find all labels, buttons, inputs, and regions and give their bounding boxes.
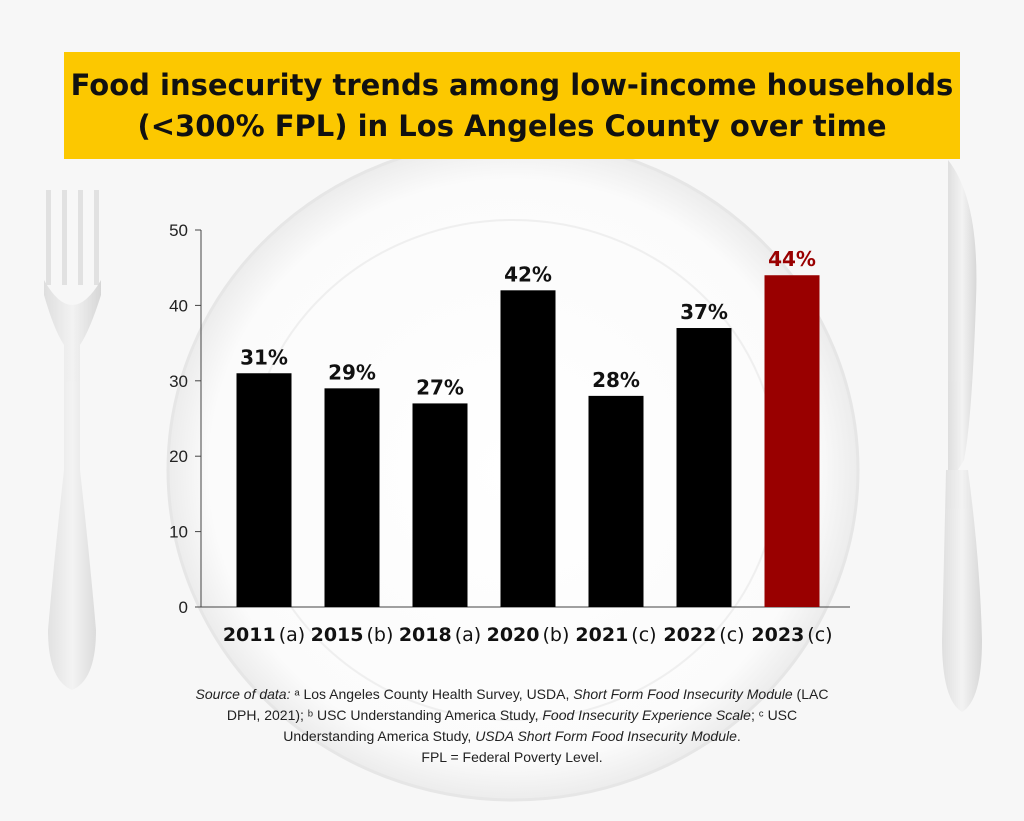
- x-tick-label-2023: 2023 (c): [751, 624, 832, 646]
- source-c-text: ; ᶜ USC Understanding America Study,: [283, 707, 798, 744]
- x-tick-label-2011: 2011 (a): [223, 624, 305, 646]
- source-label: Source of data:: [195, 686, 295, 702]
- x-tick-year: 2021: [575, 624, 628, 646]
- bar-2022: [676, 328, 732, 607]
- fpl-definition: FPL = Federal Poverty Level.: [421, 749, 603, 765]
- x-tick-note: (c): [719, 624, 744, 646]
- y-tick-label: 40: [169, 296, 188, 315]
- x-tick-year: 2018: [399, 624, 452, 646]
- bar-2021: [588, 395, 644, 607]
- x-tick-year: 2020: [487, 624, 540, 646]
- source-b-title: Food Insecurity Experience Scale: [542, 707, 751, 723]
- source-c-title: USDA Short Form Food Insecurity Module: [475, 728, 737, 744]
- y-tick-label: 50: [169, 221, 188, 240]
- data-label-2021: 28%: [592, 368, 640, 392]
- bar-2015: [324, 388, 380, 607]
- x-tick-year: 2015: [311, 624, 364, 646]
- x-tick-label-2018: 2018 (a): [399, 624, 481, 646]
- y-tick-label: 30: [169, 372, 188, 391]
- y-tick-label: 0: [179, 598, 188, 617]
- x-tick-note: (b): [367, 624, 394, 646]
- source-a-text: ᵃ Los Angeles County Health Survey, USDA…: [294, 686, 574, 702]
- bar-2018: [412, 403, 468, 607]
- fork-icon: [44, 190, 101, 690]
- bar-2023: [764, 275, 820, 607]
- x-tick-label-2022: 2022 (c): [663, 624, 744, 646]
- data-label-2023: 44%: [768, 247, 816, 271]
- bar-2011: [236, 373, 292, 607]
- knife-icon: [942, 160, 982, 712]
- x-tick-label-2015: 2015 (b): [311, 624, 394, 646]
- source-note: Source of data: ᵃ Los Angeles County Hea…: [190, 684, 834, 768]
- x-tick-label-2020: 2020 (b): [487, 624, 570, 646]
- x-tick-note: (a): [455, 624, 481, 646]
- x-tick-note: (b): [543, 624, 570, 646]
- data-label-2020: 42%: [504, 262, 552, 286]
- x-tick-year: 2023: [751, 624, 804, 646]
- chart-title-line-2: (<300% FPL) in Los Angeles County over t…: [137, 108, 887, 143]
- source-a-title: Short Form Food Insecurity Module: [573, 686, 793, 702]
- bar-2020: [500, 290, 556, 607]
- chart-title-line-1: Food insecurity trends among low-income …: [70, 67, 954, 102]
- data-label-2011: 31%: [240, 345, 288, 369]
- x-tick-note: (c): [807, 624, 832, 646]
- data-label-2015: 29%: [328, 360, 376, 384]
- title-band: Food insecurity trends among low-income …: [64, 52, 960, 159]
- source-b-text: (LAC DPH, 2021); ᵇ USC Understanding Ame…: [226, 686, 829, 723]
- y-tick-label: 10: [169, 523, 188, 542]
- x-tick-year: 2022: [663, 624, 716, 646]
- source-end: .: [736, 728, 741, 744]
- y-tick-label: 20: [169, 447, 188, 466]
- data-label-2022: 37%: [680, 300, 728, 324]
- data-label-2018: 27%: [416, 375, 464, 399]
- x-tick-note: (a): [279, 624, 305, 646]
- x-tick-note: (c): [631, 624, 656, 646]
- x-tick-year: 2011: [223, 624, 276, 646]
- x-tick-label-2021: 2021 (c): [575, 624, 656, 646]
